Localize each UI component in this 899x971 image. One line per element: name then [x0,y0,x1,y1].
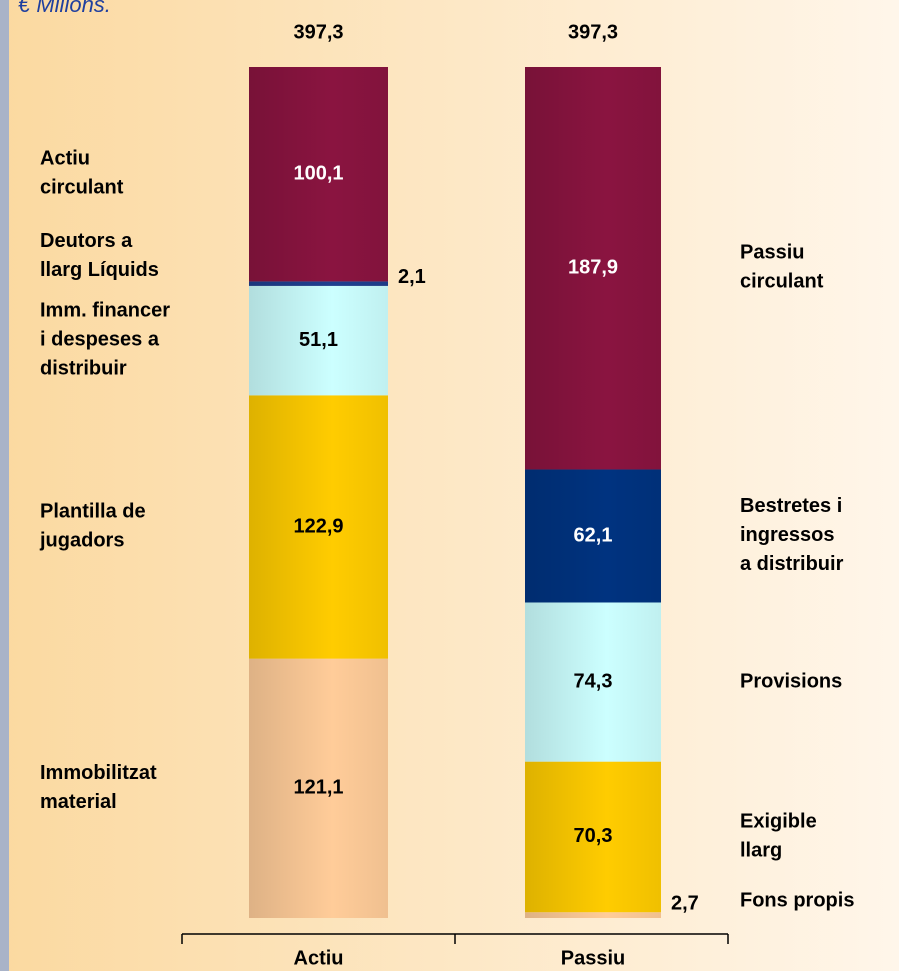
side-strip [0,0,9,971]
value-label: 121,1 [293,777,343,799]
value-label: 122,9 [293,515,343,537]
segment-name: Fons propis [740,889,854,911]
x-tick-label: Actiu [294,947,344,969]
segment-shade [249,67,388,282]
value-label: 187,9 [568,257,618,279]
value-label: 62,1 [574,524,613,546]
value-label: 2,7 [671,892,699,914]
segment-shade [525,912,661,918]
segment-name: Deutors a llarg Líquids [40,230,159,281]
segment-name: Plantilla de jugadors [39,501,146,552]
x-tick-label: Passiu [561,947,625,969]
segment-shade [525,602,661,762]
segment-shade [249,658,388,918]
segment-shade [525,761,661,913]
value-label: 51,1 [299,329,338,351]
segment-shade [249,395,388,659]
segment-name: Imm. financer i despeses a distribuir [40,300,170,380]
segment-shade [525,67,661,470]
segment-name: Provisions [740,670,842,692]
segment-name: Exigible llarg [740,811,817,862]
value-label: 70,3 [574,825,613,847]
segment-name: Immobilitzat material [40,762,157,813]
segment-shade [249,281,388,286]
total-label: 397,3 [293,21,343,43]
value-label: 74,3 [574,670,613,692]
segment-name: Actiu circulant [40,148,124,199]
segment-shade [249,285,388,396]
total-label: 397,3 [568,21,618,43]
segment-name: Passiu circulant [740,242,824,293]
chart-title: € Milions. [18,0,111,17]
segment-name: Bestretes i ingressos a distribuir [740,495,844,575]
segment-shade [525,469,661,603]
value-label: 2,1 [398,266,426,288]
value-label: 100,1 [293,162,343,184]
